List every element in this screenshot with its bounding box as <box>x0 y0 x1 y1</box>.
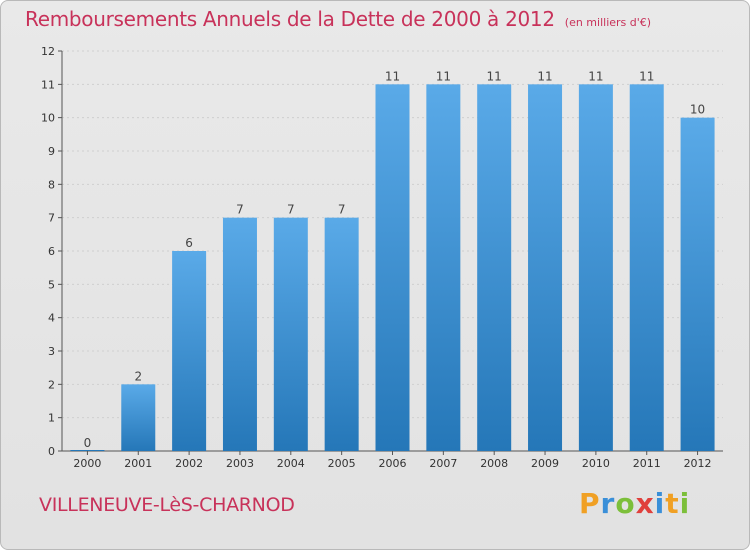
y-tick-label: 5 <box>48 278 55 291</box>
data-label: 11 <box>487 69 502 83</box>
bar <box>121 384 156 451</box>
bar <box>222 217 257 451</box>
logo-letter: x <box>635 487 655 520</box>
y-tick-label: 4 <box>48 312 55 325</box>
data-label: 7 <box>338 203 346 217</box>
commune-name: VILLENEUVE-LèS-CHARNOD <box>39 494 295 516</box>
x-tick-label: 2010 <box>582 457 610 470</box>
data-label: 11 <box>537 69 552 83</box>
data-label: 11 <box>385 69 400 83</box>
x-tick-label: 2000 <box>73 457 101 470</box>
bar <box>324 217 359 451</box>
x-tick-label: 2002 <box>175 457 203 470</box>
bar <box>273 217 308 451</box>
chart-title-text: Remboursements Annuels de la Dette de 20… <box>25 7 555 31</box>
y-tick-label: 11 <box>41 78 55 91</box>
data-label: 6 <box>185 236 193 250</box>
bar <box>426 84 461 451</box>
y-tick-label: 7 <box>48 212 55 225</box>
x-tick-label: 2003 <box>226 457 254 470</box>
y-tick-label: 12 <box>41 45 55 58</box>
x-tick-label: 2004 <box>277 457 305 470</box>
y-tick-label: 1 <box>48 412 55 425</box>
logo-letter: o <box>615 487 636 520</box>
logo-letter: t <box>665 487 680 520</box>
x-tick-label: 2011 <box>633 457 661 470</box>
data-label: 10 <box>690 103 705 117</box>
data-label: 7 <box>236 203 244 217</box>
x-tick-label: 2008 <box>480 457 508 470</box>
bar <box>578 84 613 451</box>
proxiti-logo: Proxiti <box>579 487 690 520</box>
bar <box>629 84 664 451</box>
bar <box>528 84 563 451</box>
y-tick-label: 8 <box>48 178 55 191</box>
bar <box>172 251 207 451</box>
y-tick-label: 3 <box>48 345 55 358</box>
y-tick-label: 0 <box>48 445 55 458</box>
y-tick-label: 10 <box>41 112 55 125</box>
bar <box>477 84 512 451</box>
x-tick-label: 2007 <box>429 457 457 470</box>
data-label: 11 <box>436 69 451 83</box>
bar <box>375 84 410 451</box>
x-tick-label: 2006 <box>379 457 407 470</box>
y-tick-label: 2 <box>48 378 55 391</box>
chart-title: Remboursements Annuels de la Dette de 20… <box>25 7 651 31</box>
data-label: 11 <box>588 69 603 83</box>
data-label: 11 <box>639 69 654 83</box>
y-tick-label: 9 <box>48 145 55 158</box>
logo-letter: r <box>600 487 616 520</box>
x-tick-label: 2009 <box>531 457 559 470</box>
data-label: 2 <box>134 369 142 383</box>
logo-letter: i <box>679 487 691 520</box>
x-tick-label: 2001 <box>124 457 152 470</box>
chart-unit: (en milliers d'€) <box>564 16 652 29</box>
y-tick-label: 6 <box>48 245 55 258</box>
logo-letter: i <box>654 487 666 520</box>
data-label: 0 <box>84 436 92 450</box>
x-tick-label: 2005 <box>328 457 356 470</box>
data-label: 7 <box>287 203 295 217</box>
bar <box>680 117 715 452</box>
logo-letter: P <box>579 487 601 520</box>
x-tick-label: 2012 <box>684 457 712 470</box>
